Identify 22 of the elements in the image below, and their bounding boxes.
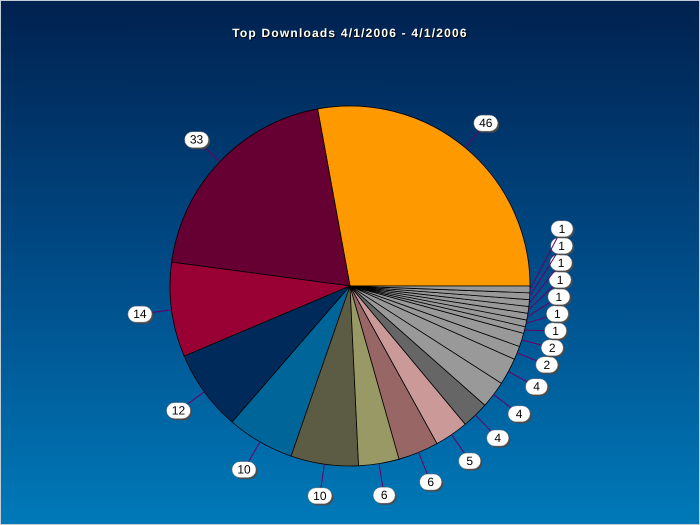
data-label: 1 bbox=[552, 324, 560, 338]
data-label: 10 bbox=[237, 462, 251, 477]
data-label: 1 bbox=[554, 306, 562, 321]
data-label: 6 bbox=[380, 488, 388, 502]
data-label: 2 bbox=[543, 358, 550, 372]
data-label: 14 bbox=[133, 307, 147, 322]
data-label: 46 bbox=[479, 116, 493, 130]
data-label: 5 bbox=[466, 454, 474, 468]
data-label: 12 bbox=[172, 404, 186, 418]
data-label: 1 bbox=[558, 222, 566, 236]
data-label: 4 bbox=[516, 406, 523, 421]
data-label: 1 bbox=[558, 238, 566, 253]
data-label: 1 bbox=[556, 290, 563, 304]
data-label: 1 bbox=[556, 272, 564, 287]
chart-title: Top Downloads 4/1/2006 - 4/1/2006 bbox=[231, 26, 469, 40]
data-label: 2 bbox=[548, 340, 556, 355]
data-label: 33 bbox=[190, 132, 204, 147]
data-label: 10 bbox=[313, 488, 327, 503]
data-label: 4 bbox=[533, 380, 540, 394]
data-label: 4 bbox=[494, 431, 502, 446]
data-label: 6 bbox=[427, 475, 434, 490]
data-label: 1 bbox=[558, 256, 565, 270]
